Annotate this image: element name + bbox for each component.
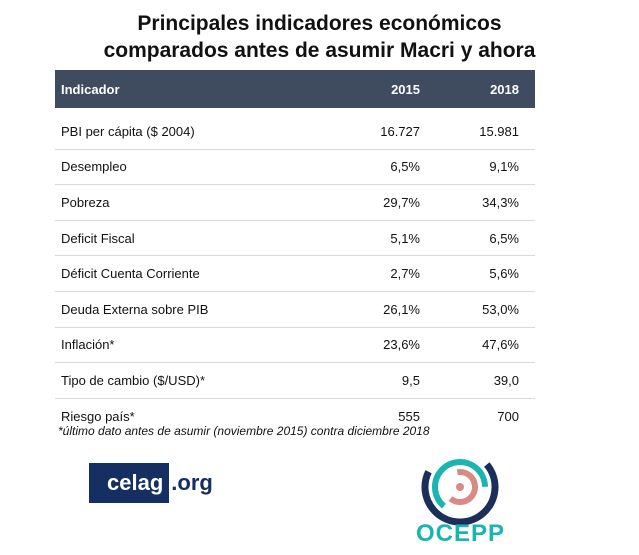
indicator-name: Riesgo país* xyxy=(61,409,135,425)
table-row: Riesgo país* 555 700 xyxy=(55,399,535,435)
value-2018: 53,0% xyxy=(482,301,519,317)
value-2015: 29,7% xyxy=(383,194,420,210)
header-2018: 2018 xyxy=(490,81,519,97)
value-2015: 2,7% xyxy=(390,266,420,282)
value-2015: 23,6% xyxy=(383,337,420,353)
value-2018: 34,3% xyxy=(482,194,519,210)
table-row: Deuda Externa sobre PIB 26,1% 53,0% xyxy=(55,292,535,328)
ocepp-logo-text: OCEPP xyxy=(415,520,506,547)
value-2015: 555 xyxy=(398,409,420,425)
value-2018: 47,6% xyxy=(482,337,519,353)
indicator-name: Deuda Externa sobre PIB xyxy=(61,301,209,317)
page-title: Principales indicadores económicos compa… xyxy=(0,10,639,64)
table-header: Indicador 2015 2018 xyxy=(55,70,535,108)
value-2018: 39,0 xyxy=(493,372,519,388)
value-2015: 6,5% xyxy=(390,159,420,175)
table-row: Desempleo 6,5% 9,1% xyxy=(55,150,535,186)
header-2015: 2015 xyxy=(391,81,420,97)
indicator-name: Déficit Cuenta Corriente xyxy=(61,266,200,282)
table-row: Tipo de cambio ($/USD)* 9,5 39,0 xyxy=(55,363,535,399)
table-row: Deficit Fiscal 5,1% 6,5% xyxy=(55,221,535,257)
celag-logo-main: celag xyxy=(89,463,170,503)
header-indicador: Indicador xyxy=(61,81,120,97)
value-2015: 5,1% xyxy=(390,230,420,246)
ocepp-logo-icon xyxy=(421,448,499,526)
indicator-name: PBI per cápita ($ 2004) xyxy=(61,123,195,139)
value-2018: 9,1% xyxy=(489,159,519,175)
table-row: Pobreza 29,7% 34,3% xyxy=(55,185,535,221)
indicators-table: Indicador 2015 2018 PBI per cápita ($ 20… xyxy=(55,70,535,434)
value-2018: 6,5% xyxy=(489,230,519,246)
celag-logo: celag .org xyxy=(89,463,222,503)
indicator-name: Deficit Fiscal xyxy=(61,230,135,246)
table-row: PBI per cápita ($ 2004) 16.727 15.981 xyxy=(55,114,535,150)
indicator-name: Desempleo xyxy=(61,159,127,175)
table-row: Déficit Cuenta Corriente 2,7% 5,6% xyxy=(55,256,535,292)
indicator-name: Inflación* xyxy=(61,337,115,353)
value-2015: 26,1% xyxy=(383,301,420,317)
title-line-1: Principales indicadores económicos xyxy=(137,12,502,35)
value-2018: 5,6% xyxy=(489,266,519,282)
value-2015: 16.727 xyxy=(380,123,420,139)
indicator-name: Tipo de cambio ($/USD)* xyxy=(61,372,206,388)
value-2015: 9,5 xyxy=(401,372,420,388)
celag-logo-suffix: .org xyxy=(171,470,213,495)
footnote: *último dato antes de asumir (noviembre … xyxy=(58,424,430,438)
table-body: PBI per cápita ($ 2004) 16.727 15.981 De… xyxy=(55,114,535,434)
title-line-2: comparados antes de asumir Macri y ahora xyxy=(103,39,536,62)
value-2018: 15.981 xyxy=(479,123,519,139)
value-2018: 700 xyxy=(497,409,519,425)
table-row: Inflación* 23,6% 47,6% xyxy=(55,328,535,364)
indicator-name: Pobreza xyxy=(61,194,110,210)
